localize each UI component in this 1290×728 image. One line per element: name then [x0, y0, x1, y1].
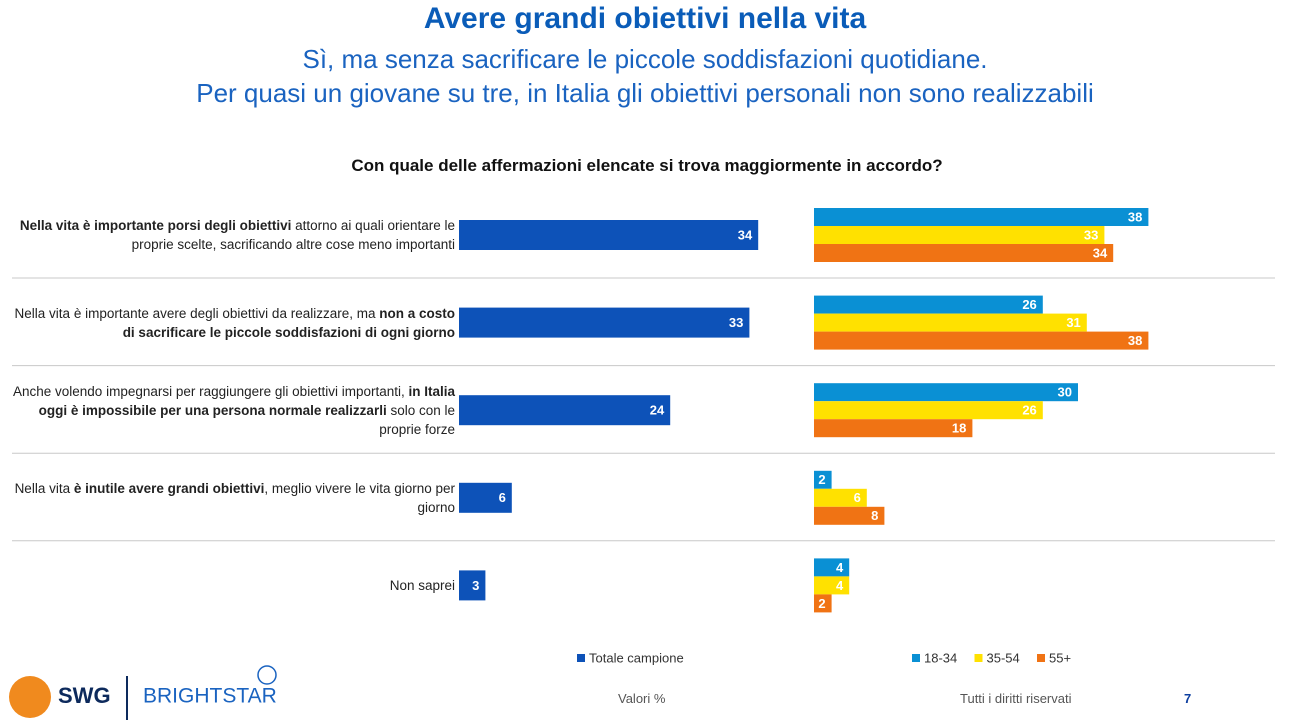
- legend-label: 18-34: [924, 650, 957, 665]
- footer-note: Valori %: [618, 691, 666, 706]
- value-label: 3: [472, 578, 479, 593]
- subtitle: Per quasi un giovane su tre, in Italia g…: [196, 78, 1094, 108]
- legend-label: Totale campione: [589, 650, 684, 665]
- logo-icon: [257, 665, 277, 685]
- bar: [814, 244, 1114, 262]
- category-label: Nella vita è importante avere degli obie…: [10, 304, 455, 342]
- value-label: 31: [1066, 315, 1080, 330]
- value-label: 18: [952, 421, 966, 436]
- page-number: 7: [1184, 691, 1192, 706]
- bar: [814, 506, 885, 525]
- bar: [814, 313, 1087, 332]
- footer-rights: Tutti i diritti riservati: [960, 691, 1072, 706]
- bar: [814, 208, 1149, 226]
- label-part: solo con le proprie forze: [379, 402, 455, 437]
- legend-swatch: [912, 654, 920, 662]
- bar: [814, 331, 1149, 350]
- bar: [459, 570, 486, 601]
- bar: [459, 220, 759, 250]
- title: Avere grandi obiettivi nella vita: [423, 2, 867, 35]
- value-label: 33: [1084, 227, 1098, 242]
- category-label: Anche volendo impegnarsi per raggiungere…: [10, 382, 455, 439]
- value-label: 38: [1128, 333, 1142, 348]
- label-part: Non saprei: [389, 577, 455, 593]
- value-label: 2: [818, 596, 825, 611]
- bar: [814, 419, 973, 438]
- category-label: Nella vita è inutile avere grandi obiett…: [10, 479, 455, 517]
- value-label: 38: [1128, 209, 1142, 224]
- label-part: Nella vita: [14, 480, 74, 496]
- logo: BRIGHTSTAR: [143, 685, 277, 708]
- label-part: in Italia oggi è impossibile per una per…: [38, 383, 455, 418]
- bar: [459, 482, 512, 513]
- logo: SWG: [58, 683, 111, 708]
- value-label: 26: [1022, 297, 1036, 312]
- category-label: Nella vita è importante porsi degli obie…: [10, 216, 455, 254]
- bar: [459, 395, 671, 426]
- bar: [814, 383, 1078, 402]
- value-label: 6: [499, 490, 506, 505]
- legend-label: 55+: [1049, 650, 1071, 665]
- label-part: , meglio vivere le vita giorno per giorn…: [264, 480, 455, 515]
- bar: [814, 226, 1105, 244]
- value-label: 8: [871, 508, 878, 523]
- legend-swatch: [577, 654, 585, 662]
- label-part: Nella vita è importante avere degli obie…: [14, 305, 380, 321]
- subtitle: Sì, ma senza sacrificare le piccole sodd…: [302, 44, 988, 74]
- bar: [814, 401, 1043, 420]
- value-label: 4: [836, 560, 844, 575]
- value-label: 24: [650, 403, 665, 418]
- bar: [814, 576, 850, 595]
- question: Con quale delle affermazioni elencate si…: [351, 156, 943, 175]
- value-label: 6: [854, 490, 861, 505]
- logo-icon: [9, 676, 51, 718]
- label-part: non a costo di sacrificare le piccole so…: [122, 305, 455, 340]
- value-label: 34: [738, 227, 753, 242]
- legend-swatch: [974, 654, 983, 662]
- legend-swatch: [1037, 654, 1045, 662]
- label-part: è inutile avere grandi obiettivi: [73, 480, 265, 496]
- bar: [814, 558, 850, 577]
- label-part: Anche volendo impegnarsi per raggiungere…: [13, 383, 409, 399]
- label-part: attorno ai quali orientare le proprie sc…: [131, 218, 455, 252]
- bar: [459, 307, 750, 338]
- value-label: 2: [818, 472, 825, 487]
- bar: [814, 470, 832, 489]
- value-label: 33: [729, 315, 743, 330]
- bar: [814, 488, 867, 507]
- bar: [814, 295, 1043, 314]
- value-label: 4: [836, 578, 844, 593]
- value-label: 26: [1022, 403, 1036, 418]
- legend-label: 35-54: [987, 650, 1020, 665]
- value-label: 34: [1093, 245, 1108, 260]
- category-label: Non saprei: [10, 576, 455, 595]
- bar: [814, 594, 832, 613]
- value-label: 30: [1058, 385, 1072, 400]
- label-part: Nella vita è importante porsi degli obie…: [19, 218, 292, 233]
